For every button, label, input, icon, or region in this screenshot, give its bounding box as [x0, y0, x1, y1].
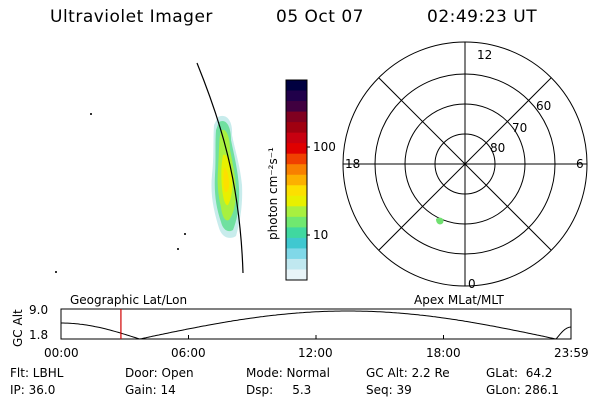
info-glon: GLon: 286.1	[486, 383, 559, 397]
x-tick-2359: 23:59	[554, 346, 589, 360]
timeline-left-label: Geographic Lat/Lon	[70, 293, 187, 307]
polar-label-12: 12	[477, 48, 492, 62]
colorbar-cell	[286, 122, 307, 134]
info-glat: GLat: 64.2	[486, 366, 553, 380]
date-label: 05 Oct 07	[276, 7, 364, 27]
polar-lat-60: 60	[536, 99, 551, 113]
colorbar-cell	[286, 216, 307, 228]
colorbar-cell	[286, 101, 307, 113]
instrument-title: Ultraviolet Imager	[50, 7, 213, 27]
auroral-image	[55, 62, 244, 274]
colorbar-cell	[286, 164, 307, 176]
info-gain: Gain: 14	[125, 383, 176, 397]
info-door: Door: Open	[125, 366, 194, 380]
info-mode: Mode: Normal	[246, 366, 330, 380]
colorbar-cell	[286, 206, 307, 218]
info-filter: Flt: LBHL	[10, 366, 64, 380]
polar-label-0: 0	[468, 277, 476, 291]
colorbar-unit-label: photon cm⁻²s⁻¹	[266, 147, 280, 240]
polar-label-18: 18	[345, 157, 360, 171]
colorbar-cell	[286, 185, 307, 197]
info-dsp: Dsp: 5.3	[246, 383, 312, 397]
timeline-frame	[60, 308, 572, 340]
timeline-ylabel: GC Alt	[11, 309, 25, 347]
polar-label-6: 6	[576, 157, 584, 171]
x-tick-18: 18:00	[426, 346, 461, 360]
orbit-altitude-curve	[61, 310, 572, 340]
polar-lat-80: 80	[490, 141, 505, 155]
polar-aurora-spot	[436, 217, 444, 225]
earth-limb-line	[196, 62, 244, 274]
colorbar-cell	[286, 111, 307, 123]
colorbar: 100 10 photon cm⁻²s⁻¹	[266, 79, 336, 281]
colorbar-frame	[285, 79, 308, 281]
colorbar-cell	[286, 269, 307, 281]
colorbar-cell	[286, 143, 307, 155]
x-tick-00: 00:00	[44, 346, 79, 360]
colorbar-cell	[286, 90, 307, 102]
colorbar-cell	[286, 248, 307, 260]
colorbar-cell	[286, 174, 307, 186]
info-gc-alt: GC Alt: 2.2 Re	[366, 366, 450, 380]
polar-lat-70: 70	[512, 121, 527, 135]
timeline-right-label: Apex MLat/MLT	[414, 293, 504, 307]
colorbar-tick-label: 10	[313, 228, 328, 242]
timeline-ytick-max: 9.0	[29, 303, 48, 317]
colorbar-cell	[286, 227, 307, 239]
x-tick-06: 06:00	[171, 346, 206, 360]
colorbar-cell	[286, 237, 307, 249]
colorbar-cell	[286, 153, 307, 165]
colorbar-cell	[286, 258, 307, 270]
colorbar-tick-label: 100	[313, 140, 336, 154]
colorbar-cell	[286, 132, 307, 144]
altitude-timeline: Geographic Lat/Lon Apex MLat/MLT 9.0 1.8…	[11, 293, 589, 360]
timeline-ytick-min: 1.8	[29, 328, 48, 342]
colorbar-cell	[286, 195, 307, 207]
colorbar-cell	[286, 80, 307, 92]
polar-plot	[342, 41, 588, 287]
info-ip: IP: 36.0	[10, 383, 56, 397]
time-label: 02:49:23 UT	[427, 7, 538, 27]
info-seq: Seq: 39	[366, 383, 412, 397]
x-tick-12: 12:00	[298, 346, 333, 360]
